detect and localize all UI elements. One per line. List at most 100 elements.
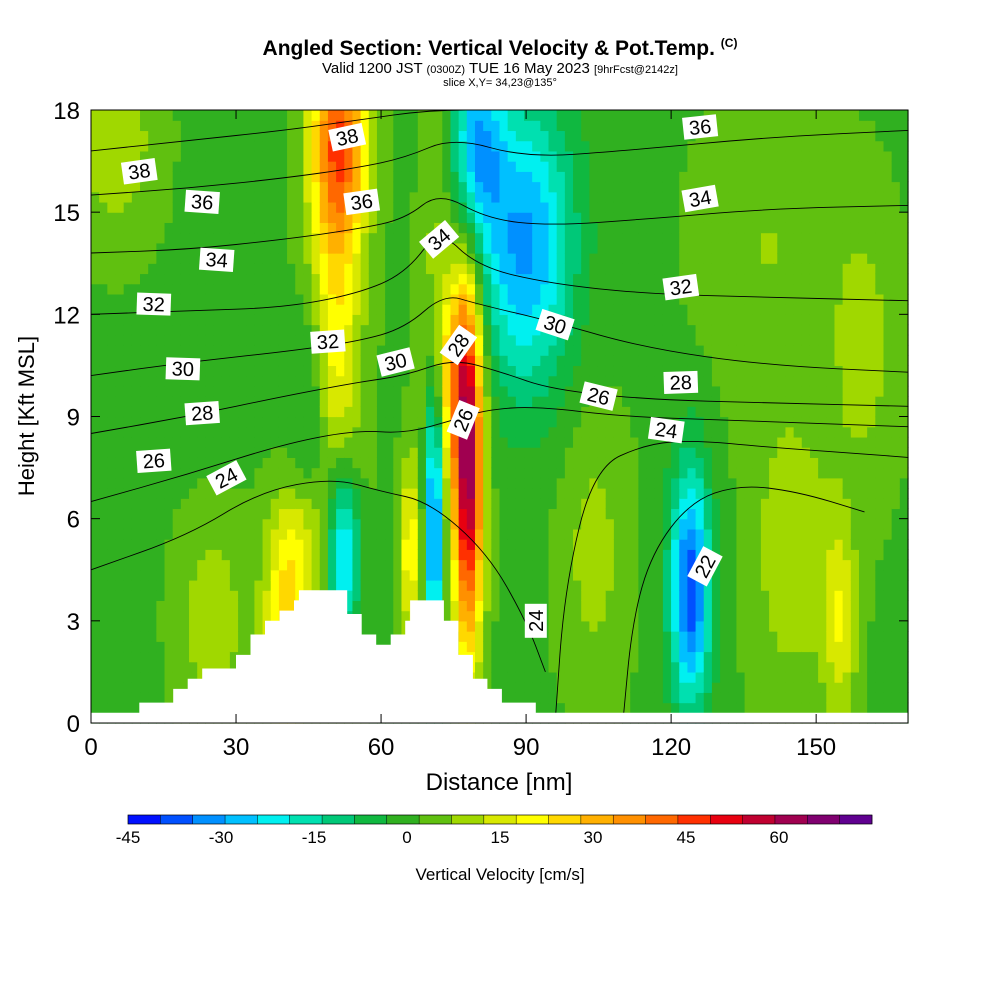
field-cell (548, 120, 558, 132)
field-cell (148, 426, 157, 438)
field-cell (140, 334, 149, 346)
field-cell (450, 385, 460, 397)
field-cell (450, 631, 460, 642)
field-cell (148, 661, 157, 673)
field-cell (270, 457, 280, 469)
field-cell (442, 110, 452, 121)
field-cell (507, 477, 517, 489)
field-cell (507, 304, 517, 315)
field-cell (564, 518, 574, 530)
field-cell (703, 590, 713, 601)
field-cell (189, 651, 198, 663)
field-cell (385, 201, 394, 213)
field-cell (254, 620, 264, 632)
field-cell (352, 304, 362, 315)
field-cell (205, 620, 215, 632)
field-cell (769, 702, 778, 714)
field-cell (499, 692, 509, 704)
field-cell (491, 498, 501, 510)
field-cell (344, 375, 354, 387)
field-cell (532, 600, 541, 612)
field-cell (532, 355, 541, 367)
field-cell (189, 324, 198, 336)
field-cell (458, 610, 468, 622)
field-cell (556, 702, 566, 714)
field-cell (581, 181, 590, 193)
field-cell (662, 528, 672, 540)
field-cell (368, 212, 378, 223)
field-cell (507, 508, 517, 520)
field-cell (393, 467, 403, 479)
field-cell (409, 140, 419, 152)
field-cell (140, 293, 149, 305)
field-cell (140, 692, 149, 704)
field-cell (156, 253, 166, 264)
field-cell (532, 273, 541, 285)
field-cell (638, 590, 648, 601)
field-cell (172, 130, 182, 142)
field-cell (605, 181, 615, 193)
field-cell (466, 355, 476, 367)
field-cell (499, 161, 509, 172)
field-cell (360, 181, 370, 193)
field-cell (360, 150, 370, 162)
field-cell (344, 385, 354, 397)
field-cell (425, 293, 435, 305)
field-cell (499, 140, 509, 152)
field-cell (695, 140, 705, 152)
field-cell (736, 671, 746, 683)
field-cell (605, 120, 615, 132)
field-cell (409, 365, 419, 377)
field-cell (679, 283, 689, 295)
field-cell (99, 692, 108, 704)
field-cell (148, 631, 157, 642)
field-cell (638, 457, 648, 469)
field-cell (344, 181, 354, 193)
field-cell (393, 610, 403, 622)
field-cell (613, 140, 623, 152)
field-cell (327, 528, 337, 540)
field-cell (442, 222, 452, 234)
field-cell (205, 416, 215, 428)
field-cell (336, 447, 345, 458)
field-cell (368, 314, 378, 326)
field-cell (180, 712, 190, 724)
field-cell (262, 498, 272, 510)
field-cell (213, 641, 223, 653)
field-cell (474, 365, 484, 377)
field-cell (703, 212, 713, 223)
field-cell (589, 671, 599, 683)
field-cell (311, 110, 321, 121)
field-cell (262, 344, 272, 356)
field-cell (385, 702, 394, 714)
field-cell (524, 457, 533, 469)
field-cell (262, 569, 272, 581)
field-cell (597, 253, 607, 264)
field-cell (189, 191, 198, 203)
field-cell (336, 171, 345, 183)
field-cell (91, 416, 100, 428)
field-cell (262, 436, 272, 448)
field-cell (213, 130, 223, 142)
field-cell (581, 426, 590, 438)
field-cell (213, 181, 223, 193)
field-cell (630, 171, 639, 183)
field-cell (483, 426, 492, 438)
field-cell (613, 457, 623, 469)
field-cell (736, 150, 746, 162)
field-cell (548, 324, 558, 336)
field-cell (425, 620, 435, 632)
field-cell (221, 232, 231, 244)
field-cell (180, 702, 190, 714)
field-cell (99, 150, 108, 162)
field-cell (630, 641, 639, 653)
field-cell (442, 661, 452, 673)
field-cell (360, 314, 370, 326)
field-cell (221, 508, 231, 520)
field-cell (581, 682, 590, 693)
field-cell (556, 641, 566, 653)
field-cell (671, 396, 680, 407)
field-cell (368, 201, 378, 213)
field-cell (91, 661, 100, 673)
field-cell (352, 671, 362, 683)
